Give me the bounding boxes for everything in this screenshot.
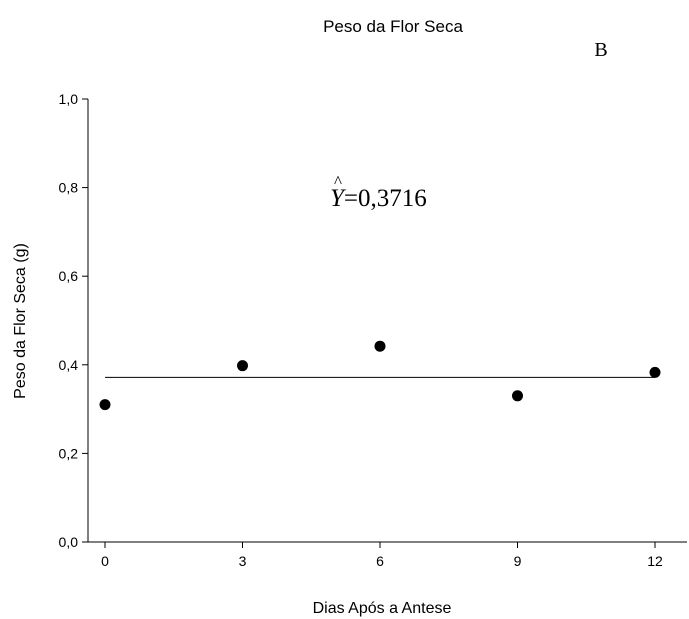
x-tick-label: 0 [101,553,109,569]
y-tick-label: 0,2 [59,445,79,461]
data-point [99,399,111,411]
y-tick-label: 1,0 [59,91,79,107]
equation-hat: ^ [334,172,342,191]
data-point [374,340,386,352]
y-ticks: 0,0 0,2 0,4 0,6 0,8 1,0 [59,91,88,550]
equation-value: =0,3716 [344,185,427,212]
y-axis-label: Peso da Flor Seca (g) [12,243,29,399]
data-point [237,360,248,372]
panel-label: B [594,39,607,61]
y-tick-label: 0,8 [59,180,79,196]
x-tick-label: 9 [514,553,522,569]
data-point [512,390,523,402]
data-point [649,366,661,378]
y-tick-label: 0,0 [59,534,79,550]
x-tick-label: 12 [647,553,663,569]
x-tick-label: 6 [376,553,384,569]
y-tick-label: 0,4 [59,357,79,373]
y-tick-label: 0,6 [59,268,79,284]
fit-equation: Y=0,3716 [330,185,427,212]
x-axis-label: Dias Após a Antese [313,600,452,617]
data-points [99,340,661,411]
chart-title: Peso da Flor Seca [323,17,463,36]
equation-y-symbol: Y [330,185,347,212]
x-ticks: 0 3 6 9 12 [101,542,663,569]
x-tick-label: 3 [239,553,247,569]
